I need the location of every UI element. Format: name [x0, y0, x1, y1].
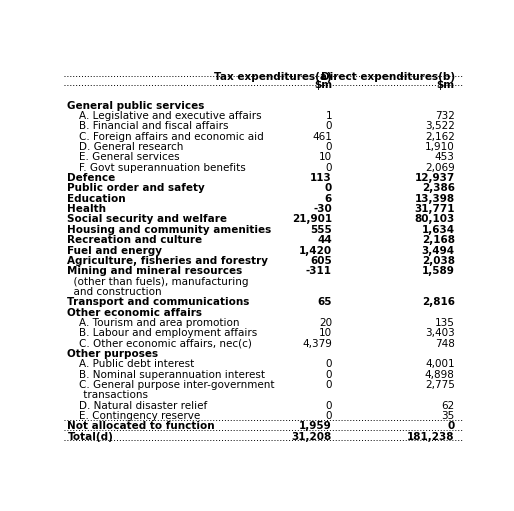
Text: 20: 20: [319, 318, 332, 328]
Text: 2,069: 2,069: [425, 163, 455, 173]
Text: $m: $m: [436, 80, 455, 90]
Text: 1,634: 1,634: [421, 225, 455, 235]
Text: $m: $m: [314, 80, 332, 90]
Text: B. Nominal superannuation interest: B. Nominal superannuation interest: [79, 370, 265, 380]
Text: Public order and safety: Public order and safety: [67, 183, 205, 194]
Text: C. Other economic affairs, nec(c): C. Other economic affairs, nec(c): [79, 339, 251, 349]
Text: 2,775: 2,775: [425, 380, 455, 390]
Text: 35: 35: [442, 411, 455, 421]
Text: 605: 605: [310, 256, 332, 266]
Text: Direct expenditures(b): Direct expenditures(b): [321, 73, 455, 82]
Text: -30: -30: [313, 204, 332, 214]
Text: E. Contingency reserve: E. Contingency reserve: [79, 411, 200, 421]
Text: 62: 62: [442, 401, 455, 411]
Text: 1,959: 1,959: [299, 422, 332, 431]
Text: 0: 0: [325, 380, 332, 390]
Text: 2,168: 2,168: [421, 235, 455, 245]
Text: D. General research: D. General research: [79, 142, 183, 152]
Text: E. General services: E. General services: [79, 152, 179, 162]
Text: Tax expenditures(a): Tax expenditures(a): [214, 73, 332, 82]
Text: D. Natural disaster relief: D. Natural disaster relief: [79, 401, 207, 411]
Text: 31,208: 31,208: [291, 432, 332, 442]
Text: 13,398: 13,398: [414, 194, 455, 204]
Text: 2,386: 2,386: [421, 183, 455, 194]
Text: 0: 0: [325, 142, 332, 152]
Text: 2,816: 2,816: [421, 297, 455, 307]
Text: Recreation and culture: Recreation and culture: [67, 235, 203, 245]
Text: 10: 10: [319, 152, 332, 162]
Text: 21,901: 21,901: [292, 215, 332, 224]
Text: 0: 0: [447, 422, 455, 431]
Text: Defence: Defence: [67, 173, 116, 183]
Text: 2,038: 2,038: [421, 256, 455, 266]
Text: and construction: and construction: [67, 287, 162, 297]
Text: 453: 453: [435, 152, 455, 162]
Text: 3,403: 3,403: [425, 329, 455, 338]
Text: 0: 0: [325, 163, 332, 173]
Text: 0: 0: [325, 411, 332, 421]
Text: 4,001: 4,001: [425, 359, 455, 369]
Text: 1,910: 1,910: [425, 142, 455, 152]
Text: 44: 44: [317, 235, 332, 245]
Text: 748: 748: [435, 339, 455, 349]
Text: 80,103: 80,103: [414, 215, 455, 224]
Text: General public services: General public services: [67, 101, 205, 111]
Text: Other economic affairs: Other economic affairs: [67, 308, 203, 318]
Text: (other than fuels), manufacturing: (other than fuels), manufacturing: [67, 276, 249, 287]
Text: Social security and welfare: Social security and welfare: [67, 215, 227, 224]
Text: A. Public debt interest: A. Public debt interest: [79, 359, 194, 369]
Text: A. Legislative and executive affairs: A. Legislative and executive affairs: [79, 111, 261, 121]
Text: 6: 6: [325, 194, 332, 204]
Text: -311: -311: [306, 266, 332, 276]
Text: 1,589: 1,589: [422, 266, 455, 276]
Text: A. Tourism and area promotion: A. Tourism and area promotion: [79, 318, 239, 328]
Text: 3,494: 3,494: [421, 246, 455, 256]
Text: 1,420: 1,420: [299, 246, 332, 256]
Text: C. Foreign affairs and economic aid: C. Foreign affairs and economic aid: [79, 132, 263, 142]
Text: 1: 1: [325, 111, 332, 121]
Text: B. Labour and employment affairs: B. Labour and employment affairs: [79, 329, 257, 338]
Text: C. General purpose inter-government: C. General purpose inter-government: [79, 380, 274, 390]
Text: 0: 0: [325, 359, 332, 369]
Text: 461: 461: [312, 132, 332, 142]
Text: 4,898: 4,898: [425, 370, 455, 380]
Text: 10: 10: [319, 329, 332, 338]
Text: Total(d): Total(d): [67, 432, 113, 442]
Text: 181,238: 181,238: [407, 432, 455, 442]
Text: F. Govt superannuation benefits: F. Govt superannuation benefits: [79, 163, 245, 173]
Text: 65: 65: [318, 297, 332, 307]
Text: Transport and communications: Transport and communications: [67, 297, 250, 307]
Text: Health: Health: [67, 204, 106, 214]
Text: 0: 0: [325, 122, 332, 131]
Text: Education: Education: [67, 194, 126, 204]
Text: 0: 0: [325, 370, 332, 380]
Text: Other purposes: Other purposes: [67, 349, 158, 359]
Text: 3,522: 3,522: [425, 122, 455, 131]
Text: Not allocated to function: Not allocated to function: [67, 422, 215, 431]
Text: 555: 555: [310, 225, 332, 235]
Text: 135: 135: [435, 318, 455, 328]
Text: 732: 732: [435, 111, 455, 121]
Text: 31,771: 31,771: [414, 204, 455, 214]
Text: Housing and community amenities: Housing and community amenities: [67, 225, 272, 235]
Text: 2,162: 2,162: [425, 132, 455, 142]
Text: Agriculture, fisheries and forestry: Agriculture, fisheries and forestry: [67, 256, 268, 266]
Text: 4,379: 4,379: [302, 339, 332, 349]
Text: Mining and mineral resources: Mining and mineral resources: [67, 266, 243, 276]
Text: transactions: transactions: [67, 390, 149, 401]
Text: 113: 113: [310, 173, 332, 183]
Text: 12,937: 12,937: [414, 173, 455, 183]
Text: B. Financial and fiscal affairs: B. Financial and fiscal affairs: [79, 122, 228, 131]
Text: 0: 0: [325, 183, 332, 194]
Text: 0: 0: [325, 401, 332, 411]
Text: Fuel and energy: Fuel and energy: [67, 246, 162, 256]
